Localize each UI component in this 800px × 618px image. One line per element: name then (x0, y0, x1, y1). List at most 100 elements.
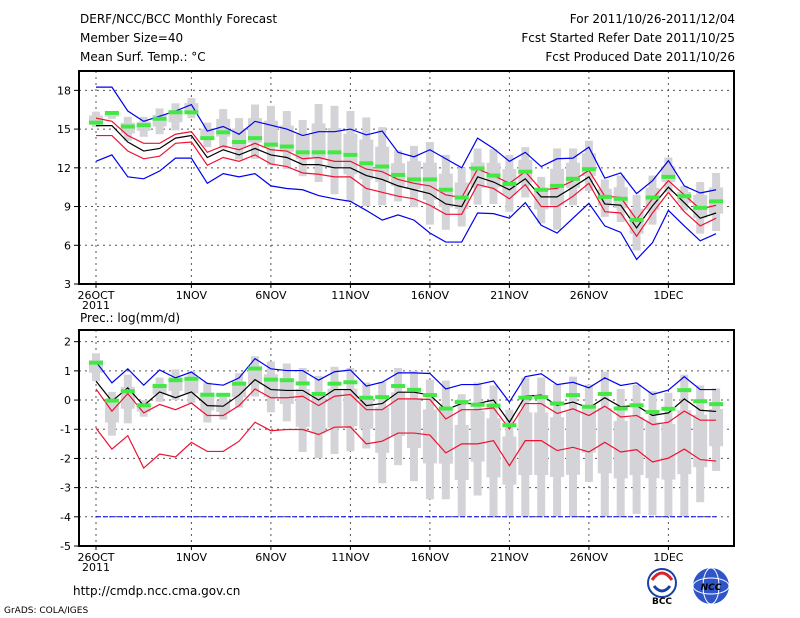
observed-marker (391, 384, 406, 389)
observed-marker (645, 195, 660, 200)
observed-marker (216, 392, 231, 397)
y-tick-label: 3 (64, 278, 71, 291)
observed-marker (709, 402, 724, 407)
ensemble-box (534, 412, 549, 476)
observed-marker (597, 391, 612, 396)
ncc-logo-text: NCC (701, 583, 722, 593)
grads-credit: GrADS: COLA/IGES (4, 606, 88, 616)
ensemble-box (693, 414, 708, 468)
ensemble-box (184, 378, 199, 394)
x-tick-label: 26OCT (77, 551, 114, 564)
observed-marker (279, 144, 294, 149)
observed-marker (709, 199, 724, 204)
y-tick-label: -1 (60, 423, 71, 436)
x-tick-label: 1DEC (653, 551, 683, 564)
series-upper-outer (95, 357, 717, 404)
ensemble-box (454, 424, 469, 481)
observed-marker (438, 406, 453, 411)
ensemble-box (248, 366, 262, 385)
ensemble-box (327, 388, 342, 428)
source-url[interactable]: http://cmdp.ncc.cma.gov.cn (73, 584, 240, 598)
x-tick-label: 11NOV (331, 551, 370, 564)
observed-marker (136, 123, 151, 128)
y-tick-label: 6 (64, 239, 71, 252)
forecast-start-date: Fcst Started Refer Date 2011/10/25 (521, 31, 735, 45)
series-lower-inner (96, 134, 717, 238)
observed-marker (581, 167, 596, 172)
observed-marker (184, 110, 199, 115)
observed-marker (470, 166, 485, 171)
observed-marker (89, 120, 103, 125)
bcc-logo-text: BCC (652, 597, 672, 607)
ensemble-box (470, 162, 485, 188)
observed-marker (677, 194, 692, 199)
ensemble-box (200, 128, 215, 140)
observed-marker (104, 110, 119, 115)
observed-marker (407, 177, 421, 182)
observed-marker (327, 381, 342, 386)
series-upper-inner (95, 117, 717, 221)
observed-marker (120, 124, 135, 129)
observed-marker (104, 398, 119, 403)
ensemble-box (184, 103, 199, 113)
series-lower-inner (95, 421, 717, 470)
series-lower-outer (95, 154, 717, 261)
ensemble-box (136, 404, 151, 412)
ensemble-box (581, 408, 596, 453)
observed-marker (422, 177, 437, 182)
y-tick-label: 18 (57, 84, 71, 97)
x-tick-label: 21NOV (490, 551, 529, 564)
x-tick-label: 1NOV (176, 289, 208, 302)
observed-marker (534, 395, 549, 400)
observed-marker (502, 423, 517, 428)
observed-marker (168, 110, 183, 115)
ncc-logo: NCC (692, 567, 730, 605)
observed-marker (295, 150, 310, 155)
observed-marker (534, 187, 549, 192)
ensemble-box (629, 416, 644, 476)
observed-marker (581, 404, 596, 409)
y-tick-label: 2 (64, 336, 71, 349)
y-tick-label: 12 (57, 162, 71, 175)
observed-marker (486, 173, 501, 178)
member-size: Member Size=40 (80, 31, 183, 45)
observed-marker (200, 136, 215, 141)
observed-marker (486, 403, 501, 408)
x-tick-label: 11NOV (331, 289, 370, 302)
ensemble-box (709, 409, 724, 447)
observed-marker (454, 400, 469, 405)
ensemble-box (422, 409, 437, 464)
y-tick-label: 15 (57, 123, 71, 136)
ensemble-box (502, 436, 517, 485)
variable-label: Mean Surf. Temp.: °C (80, 50, 206, 64)
observed-marker (152, 116, 167, 121)
observed-marker (407, 387, 421, 392)
observed-marker (422, 393, 437, 398)
y-tick-label: 1 (64, 365, 71, 378)
observed-marker (168, 378, 183, 383)
observed-marker (152, 384, 167, 389)
observed-marker (629, 403, 644, 408)
x-tick-label: 26OCT (77, 289, 114, 302)
observed-marker (550, 401, 565, 406)
series-mean (95, 378, 717, 424)
ensemble-box (375, 146, 390, 182)
x-tick-year: 2011 (82, 299, 110, 312)
observed-marker (311, 150, 326, 155)
ensemble-box (263, 120, 278, 148)
y-tick-label: -3 (60, 482, 71, 495)
y-tick-label: -2 (60, 452, 71, 465)
x-tick-label: 26NOV (570, 551, 609, 564)
x-tick-label: 6NOV (255, 289, 287, 302)
series-upper-inner (95, 388, 717, 431)
bcc-logo: BCC (647, 568, 677, 607)
ensemble-box (295, 134, 310, 160)
observed-marker (263, 142, 278, 147)
ensemble-box (104, 113, 119, 117)
ensemble-box (677, 410, 692, 475)
ensemble-box (311, 396, 326, 434)
x-tick-year: 2011 (82, 561, 110, 574)
